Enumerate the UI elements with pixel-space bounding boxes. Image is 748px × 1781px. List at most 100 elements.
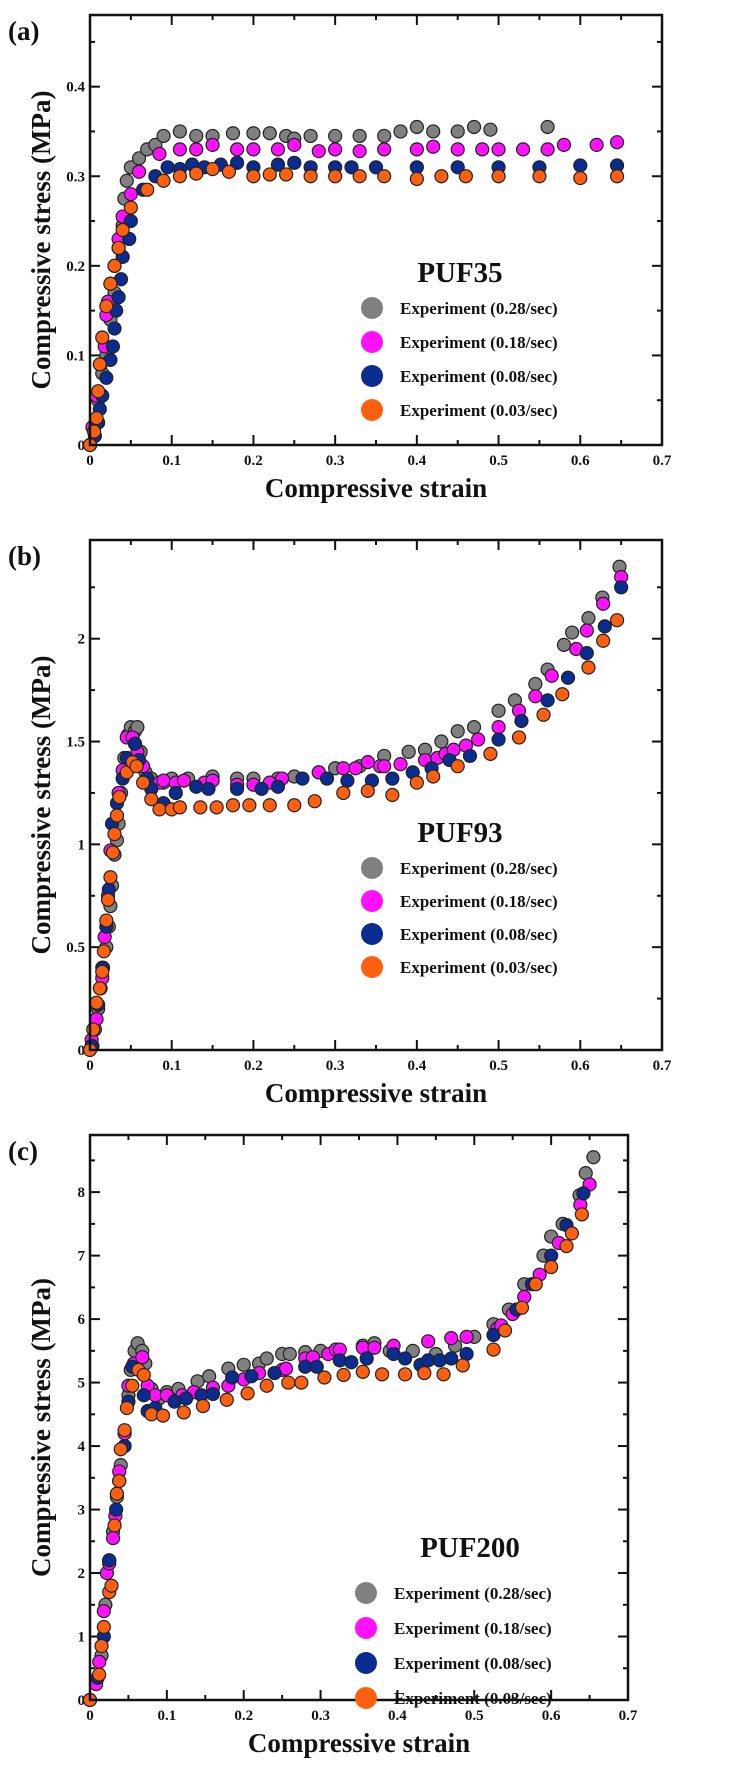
data-point-s003 [596,633,611,648]
data-point-s003 [112,789,127,805]
y-tick-label: 4 [78,1439,86,1455]
data-point-s003 [377,169,392,184]
legend-marker-s018 [361,331,383,353]
data-point-s003 [483,746,498,761]
data-point-s018 [96,1604,111,1619]
data-point-s003 [242,798,257,813]
data-point-s008 [109,1502,124,1517]
data-point-s008 [229,155,245,170]
data-point-s003 [123,200,138,215]
y-tick-label: 0 [78,438,86,454]
data-point-s003 [205,161,220,177]
data-point-s008 [491,732,506,747]
legend-label: Experiment (0.08/sec) [400,367,558,386]
data-point-s018 [105,1531,121,1546]
data-point-s018 [444,1331,459,1346]
data-point-s018 [491,720,506,735]
legend-label: Experiment (0.03/sec) [394,1689,552,1708]
data-point-s018 [176,773,192,788]
data-point-s028 [483,122,498,137]
y-tick-label: 5 [78,1376,86,1392]
data-point-s003 [103,276,118,291]
data-point-s008 [450,160,465,175]
data-point-s003 [95,964,110,979]
data-point-s008 [189,779,204,794]
data-point-s003 [564,1226,579,1241]
data-point-s028 [540,119,555,135]
legend-title: PUF93 [417,817,502,849]
data-point-s008 [309,1359,324,1374]
y-tick-label: 7 [78,1249,86,1265]
plot-frame [88,538,664,1052]
data-point-s008 [597,619,612,634]
legend-label: Experiment (0.03/sec) [400,401,558,420]
data-point-s003 [307,794,322,809]
data-point-s003 [536,707,551,722]
legend-title: PUF35 [417,257,502,289]
x-tick-label: 0.3 [311,1708,330,1724]
data-point-s003 [125,1378,140,1393]
data-point-s018 [287,137,302,152]
data-point-s003 [486,1342,501,1357]
x-tick-label: 0.7 [653,453,672,469]
data-point-s003 [436,1367,451,1382]
data-point-s028 [528,676,543,692]
data-point-s018 [491,142,506,157]
data-point-s003 [109,808,125,823]
legend-marker-s008 [361,365,383,387]
x-tick-label: 0 [86,1708,94,1724]
legend-marker-s028 [355,1582,377,1604]
y-tick-label: 0.1 [66,348,85,364]
data-point-s028 [303,128,318,144]
legend-label: Experiment (0.28/sec) [400,299,558,318]
data-point-s008 [359,1351,374,1366]
data-point-s028 [491,703,506,718]
x-tick-label: 0.1 [157,1708,176,1724]
data-point-s008 [99,370,114,385]
data-point-s028 [434,734,449,749]
data-point-s018 [515,142,531,157]
legend-label: Experiment (0.28/sec) [400,859,558,878]
data-point-s008 [579,646,594,661]
y-tick-label: 1.5 [66,735,85,751]
data-point-s018 [596,596,611,611]
data-point-s003 [225,798,241,813]
data-point-s018 [311,144,326,159]
data-point-s028 [352,128,367,144]
data-point-s003 [581,660,596,675]
data-point-s028 [450,124,465,139]
x-tick-label: 0.4 [388,1708,407,1724]
data-point-s018 [393,757,408,772]
plot-frame [88,1133,630,1702]
data-point-s003 [240,1386,255,1401]
data-point-s008 [462,748,478,764]
data-point-s008 [319,771,335,786]
data-point-s008 [344,1355,359,1370]
data-point-s008 [178,1391,194,1406]
data-point-s003 [117,1423,132,1438]
legend-marker-s018 [361,890,383,912]
data-point-s018 [152,146,167,161]
legend-marker-s003 [361,956,383,978]
data-point-s018 [409,142,424,157]
data-point-s018 [556,137,572,152]
data-point-s028 [450,724,465,739]
data-point-s003 [514,1300,530,1315]
data-point-s018 [205,137,220,152]
y-tick-label: 0 [78,1693,86,1709]
data-point-s003 [91,384,106,399]
data-point-s003 [450,759,465,774]
data-point-s028 [246,126,261,141]
legend-label: Experiment (0.08/sec) [400,925,558,944]
data-point-s028 [156,128,171,144]
data-point-s018 [246,142,261,157]
x-tick-label: 0.1 [162,453,181,469]
data-point-s003 [374,1367,390,1382]
data-point-s003 [96,1619,111,1635]
legend-marker-s008 [355,1652,377,1674]
data-point-s003 [555,687,570,702]
data-point-s018 [367,1340,382,1355]
x-axis-title: Compressive strain [248,1728,470,1758]
data-point-s018 [348,761,363,776]
